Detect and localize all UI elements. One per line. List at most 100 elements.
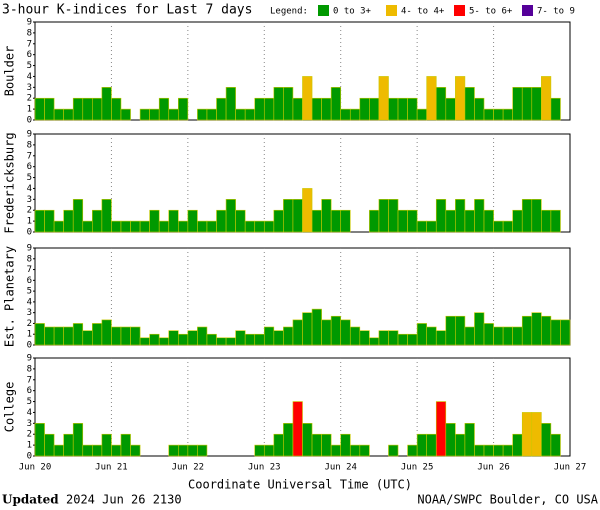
bar [407,444,418,457]
y-axis-title: Fredericksburg [3,132,17,233]
y-tick-label: 0 [27,341,32,351]
bar [541,423,552,457]
bar [120,220,131,233]
x-tick-label: Jun 22 [172,463,205,473]
x-tick-label: Jun 26 [477,463,510,473]
bar [283,199,294,233]
legend-swatch [454,5,465,16]
y-tick-label: 9 [27,130,32,140]
bar [340,108,351,121]
y-tick-label: 9 [27,244,32,254]
y-tick-label: 5 [27,287,32,297]
bar [82,220,93,233]
bar [63,433,74,457]
y-tick-label: 1 [27,441,32,451]
x-tick-label: Jun 27 [554,463,587,473]
bar [416,323,427,346]
bar [82,330,93,346]
bar [254,444,265,457]
bar [187,209,198,233]
bar [44,209,55,233]
bar [493,108,504,121]
bar [474,199,485,233]
bar [512,209,523,233]
y-tick-label: 8 [27,140,32,150]
bar [493,220,504,233]
bar [464,87,475,121]
y-tick-label: 5 [27,61,32,71]
bar [455,433,466,457]
y-tick-label: 9 [27,18,32,28]
bar [254,333,265,346]
y-axis-title: Est. Planetary [3,246,17,347]
bar [502,108,513,121]
bar [263,444,275,457]
bar [388,97,399,121]
legend-label: 0 to 3+ [333,7,372,17]
bar [101,433,112,457]
bar [34,423,45,457]
bar [72,97,84,121]
bar [483,444,494,457]
bar [435,401,447,457]
bar [302,188,313,233]
x-tick-label: Jun 24 [324,463,357,473]
bar [435,199,447,233]
bar [464,326,475,346]
y-axis-title: Boulder [3,46,17,97]
bar [359,330,370,346]
bar [92,444,103,457]
bar [197,326,208,346]
bar [550,433,561,457]
bar [321,199,332,233]
bar [244,108,256,121]
bar [178,220,189,233]
bar [44,326,55,346]
bar [273,433,284,457]
x-tick-label: Jun 23 [248,463,281,473]
bar [34,323,45,346]
bar [206,333,217,346]
bar [92,209,103,233]
bar [53,108,64,121]
bar [340,319,351,346]
bar [101,87,112,121]
bar [244,333,256,346]
bar [407,97,418,121]
bar [455,76,466,121]
bar [483,323,494,346]
y-tick-label: 3 [27,308,32,318]
legend-title: Legend: [270,7,308,17]
bar [82,97,93,121]
bar [82,444,93,457]
bar [63,108,74,121]
bar [235,330,246,346]
bar [388,330,399,346]
bar [63,326,74,346]
bar [541,315,552,346]
bar [550,209,561,233]
bar [292,97,303,121]
bar [378,330,389,346]
bar [292,319,303,346]
y-tick-label: 4 [27,408,32,418]
y-tick-label: 5 [27,397,32,407]
y-tick-label: 0 [27,228,32,238]
bar [493,326,504,346]
bar [531,312,542,346]
legend-swatch [386,5,397,16]
bar [72,423,84,457]
bar [254,97,265,121]
legend-label: 5- to 6+ [469,7,513,17]
bar [397,333,408,346]
y-tick-label: 1 [27,217,32,227]
y-tick-label: 2 [27,206,32,216]
y-tick-label: 6 [27,386,32,396]
bar [397,97,408,121]
bar [158,337,170,346]
bar [302,312,313,346]
y-tick-label: 2 [27,319,32,329]
y-tick-label: 9 [27,354,32,364]
bar [53,444,64,457]
